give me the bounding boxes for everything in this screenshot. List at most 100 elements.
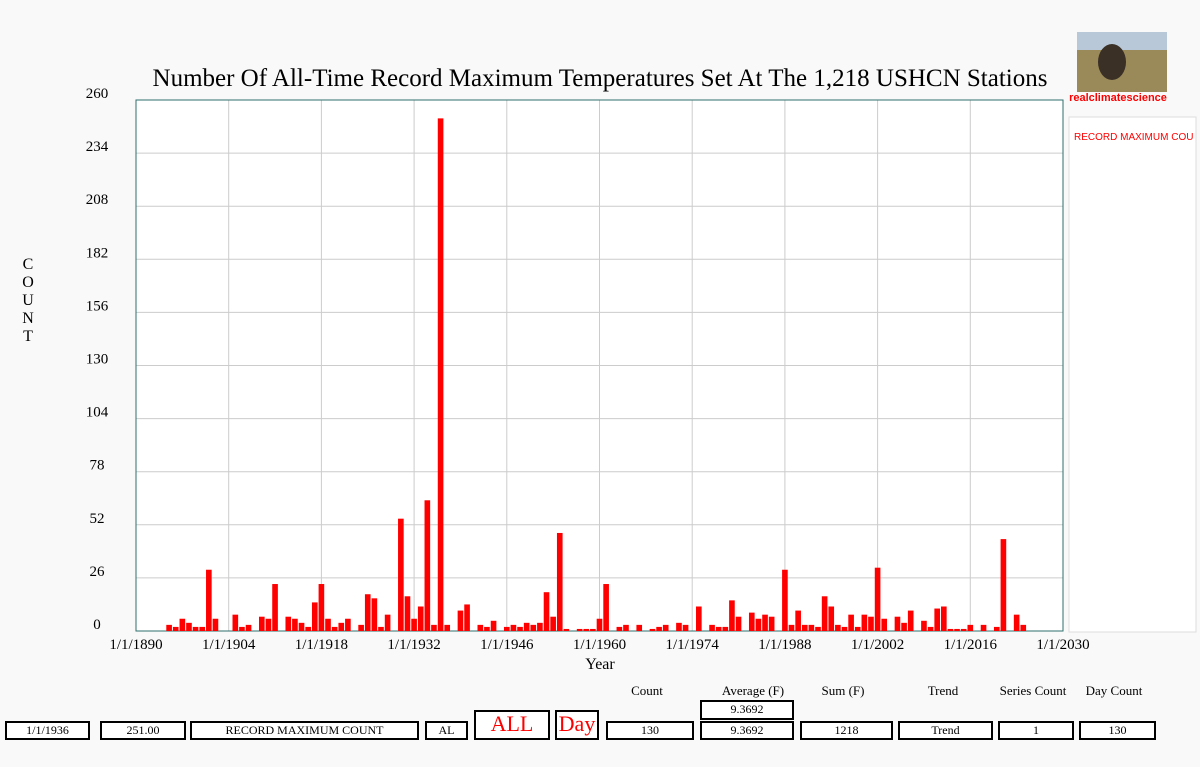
bar <box>656 626 662 631</box>
stat-label: Day Count <box>1085 683 1143 698</box>
bar <box>338 622 345 631</box>
legend-entry: RECORD MAXIMUM COU <box>1074 132 1193 143</box>
bar <box>907 610 914 631</box>
bar <box>583 628 590 631</box>
y-tick-label: 260 <box>86 86 109 102</box>
all-button[interactable]: ALL <box>474 710 550 740</box>
bar <box>437 118 444 632</box>
bar <box>1020 624 1027 631</box>
y-tick-label: 182 <box>86 245 109 261</box>
bar <box>384 614 391 631</box>
bar <box>848 614 854 631</box>
bar <box>265 618 272 631</box>
stat-value: 9.3692 <box>700 721 794 740</box>
bar <box>801 624 808 631</box>
chart-title: Number Of All-Time Record Maximum Temper… <box>153 65 1048 92</box>
bar <box>523 622 530 631</box>
x-tick-label: 1/1/1974 <box>666 637 720 653</box>
bar <box>868 616 874 631</box>
bar <box>318 584 325 631</box>
bar <box>530 624 537 631</box>
bar <box>556 532 563 631</box>
bar <box>821 596 828 631</box>
bar <box>795 610 801 631</box>
brand-image-dog <box>1098 44 1126 80</box>
bar <box>444 624 451 631</box>
y-tick-label: 0 <box>93 617 101 633</box>
bar <box>424 500 431 631</box>
bar <box>980 624 987 631</box>
bar <box>596 618 603 631</box>
y-tick-label: 234 <box>86 139 109 155</box>
bar <box>762 614 768 631</box>
state-field[interactable]: AL <box>425 721 468 740</box>
bar <box>927 626 934 631</box>
bar <box>325 618 331 631</box>
bar <box>788 624 795 631</box>
stat-value: 1 <box>998 721 1074 740</box>
bar <box>285 616 292 631</box>
bar <box>894 616 901 631</box>
y-tick-label: 78 <box>90 458 105 474</box>
bar <box>232 614 239 631</box>
x-tick-label: 1/1/2002 <box>851 637 904 653</box>
value-field[interactable]: 251.00 <box>100 721 186 740</box>
bar <box>503 626 510 631</box>
date-field[interactable]: 1/1/1936 <box>5 721 90 740</box>
bar <box>993 626 1000 631</box>
bar <box>398 518 404 631</box>
bar <box>364 594 371 631</box>
bar <box>543 592 550 631</box>
bar <box>934 608 941 631</box>
stat-value: 130 <box>1079 721 1156 740</box>
bar <box>590 628 596 631</box>
bar <box>941 606 947 631</box>
bar <box>192 626 199 631</box>
legend-box <box>1068 116 1197 633</box>
bar <box>378 626 384 631</box>
bar <box>841 626 848 631</box>
bar <box>179 618 186 631</box>
bar <box>861 614 868 631</box>
bar <box>947 628 954 631</box>
bar <box>676 622 682 631</box>
bar <box>199 626 206 631</box>
bar <box>1013 614 1020 631</box>
bar <box>954 628 960 631</box>
bar <box>874 567 881 631</box>
bar <box>510 624 517 631</box>
y-tick-label: 52 <box>90 511 105 527</box>
brand-image-sky <box>1077 32 1167 50</box>
bar <box>623 624 629 631</box>
bar <box>272 584 278 631</box>
stat-label: Sum (F) <box>821 683 865 698</box>
bar <box>881 618 888 631</box>
x-tick-label: 1/1/1918 <box>295 637 348 653</box>
bar <box>239 626 245 631</box>
bar <box>1000 539 1007 631</box>
bar <box>828 606 835 631</box>
y-axis-label: COUNT <box>20 256 37 346</box>
brand-text: realclimatescience <box>1069 92 1167 104</box>
bar <box>636 624 643 631</box>
bar <box>729 600 735 631</box>
x-tick-label: 1/1/1960 <box>573 637 626 653</box>
bar <box>258 616 265 631</box>
day-button[interactable]: Day <box>555 710 599 740</box>
bar <box>245 624 252 631</box>
series-field[interactable]: RECORD MAXIMUM COUNT <box>190 721 419 740</box>
bar <box>576 628 583 631</box>
bar <box>305 626 311 631</box>
bar <box>477 624 484 631</box>
bar <box>854 626 861 631</box>
bar <box>404 596 411 631</box>
bar <box>682 624 689 631</box>
bar <box>212 618 219 631</box>
bar <box>808 624 815 631</box>
bar <box>603 584 609 631</box>
bar <box>358 624 364 631</box>
bar <box>550 616 556 631</box>
bar <box>331 626 338 631</box>
average-box: 9.3692 <box>700 700 794 720</box>
